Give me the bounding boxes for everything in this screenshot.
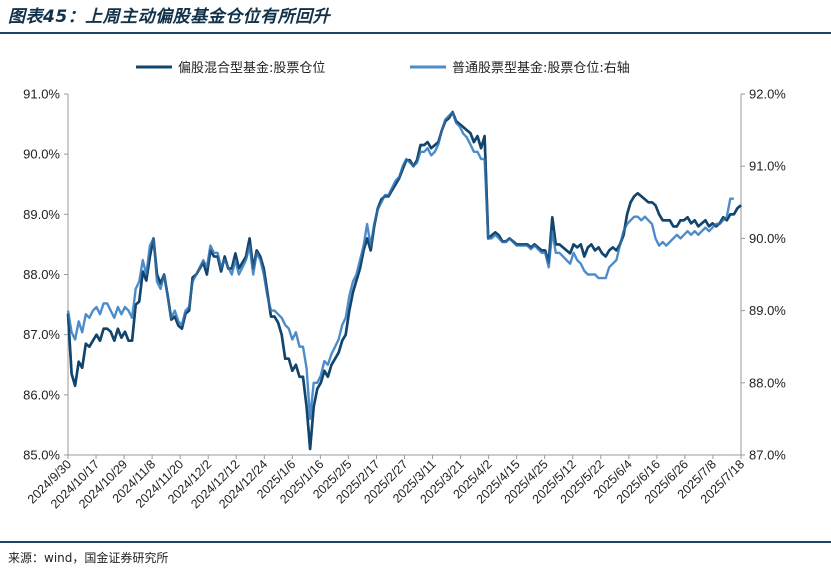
left-axis-tick-label: 90.0% — [23, 147, 60, 162]
right-axis-tick-label: 91.0% — [749, 159, 786, 174]
legend-label-stock-fund: 普通股票型基金:股票仓位:右轴 — [452, 60, 630, 76]
left-axis-tick-label: 87.0% — [23, 327, 60, 342]
legend-label-hybrid-fund: 偏股混合型基金:股票仓位 — [178, 60, 325, 76]
series-line-hybrid-fund-overlay — [66, 110, 742, 451]
source-note: 来源：wind，国金证券研究所 — [8, 551, 169, 565]
left-axis-tick-label: 88.0% — [23, 267, 60, 282]
right-axis-tick-label: 90.0% — [749, 231, 786, 246]
line-chart: 85.0% 86.0% 87.0% 88.0% 89.0% 90.0% 91.0% 87.0%… — [23, 60, 786, 511]
right-axis-tick-label: 88.0% — [749, 375, 786, 390]
series-line-stock-fund — [66, 110, 734, 421]
chart-title: 图表45：上周主动偏股基金仓位有所回升 — [8, 7, 331, 27]
right-axis-tick-label: 87.0% — [749, 448, 786, 463]
footer-divider — [0, 541, 831, 543]
title-divider — [0, 32, 831, 34]
left-axis-tick-label: 86.0% — [23, 387, 60, 402]
left-axis-tick-label: 89.0% — [23, 207, 60, 222]
left-axis-tick-label: 91.0% — [23, 87, 60, 102]
right-axis-tick-label: 89.0% — [749, 303, 786, 318]
right-axis-tick-label: 92.0% — [749, 87, 786, 102]
left-axis-tick-label: 85.0% — [23, 448, 60, 463]
